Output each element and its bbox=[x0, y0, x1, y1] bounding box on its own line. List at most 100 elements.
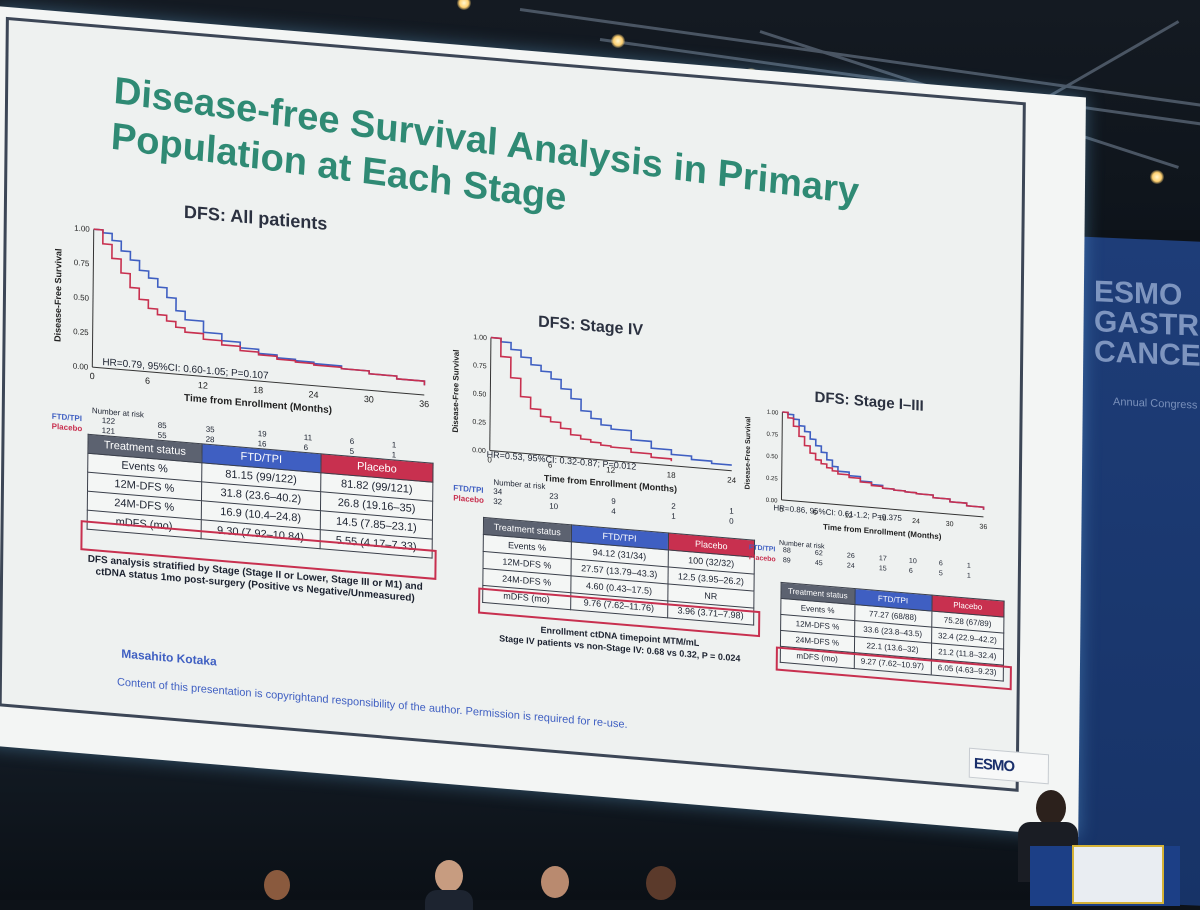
y-tick-label: 0.50 bbox=[766, 454, 778, 461]
speaker-head bbox=[1036, 790, 1066, 826]
x-tick-label: 24 bbox=[727, 475, 737, 485]
risk-value: 5 bbox=[938, 570, 943, 578]
risk-arm-label: FTD/TPI bbox=[748, 544, 776, 554]
risk-value: 0 bbox=[729, 516, 734, 526]
y-axis-label: Disease-Free Survival bbox=[451, 349, 461, 433]
y-tick-label: 0.00 bbox=[73, 361, 89, 371]
x-tick-label: 36 bbox=[979, 524, 987, 532]
x-tick-label: 18 bbox=[253, 385, 263, 396]
risk-value: 88 bbox=[782, 547, 791, 555]
y-tick-label: 0.75 bbox=[766, 432, 778, 439]
risk-value: 9 bbox=[611, 496, 616, 507]
panelist-body bbox=[425, 890, 473, 910]
risk-value: 32 bbox=[493, 496, 503, 507]
x-tick-label: 0 bbox=[90, 371, 95, 381]
x-tick-label: 30 bbox=[364, 394, 374, 405]
panelist-head bbox=[435, 860, 463, 892]
risk-value: 11 bbox=[303, 432, 313, 443]
risk-value: 6 bbox=[908, 567, 913, 575]
x-tick-label: 12 bbox=[606, 465, 616, 475]
banner-line-3: CANCER bbox=[1094, 335, 1200, 374]
risk-arm-label: Placebo bbox=[51, 421, 83, 434]
x-tick-label: 0 bbox=[487, 455, 492, 464]
km-curve-ftd bbox=[93, 228, 426, 386]
panelist-head bbox=[264, 870, 290, 900]
risk-value: 24 bbox=[846, 562, 855, 571]
risk-value: 1 bbox=[391, 450, 397, 460]
panelist-head bbox=[646, 866, 676, 900]
y-tick-label: 1.00 bbox=[74, 224, 90, 234]
spotlight bbox=[457, 0, 471, 10]
y-tick-label: 0.25 bbox=[766, 476, 778, 483]
risk-value: 19 bbox=[257, 428, 267, 439]
x-tick-label: 6 bbox=[813, 510, 817, 517]
km-curve-placebo bbox=[93, 228, 426, 386]
x-axis bbox=[489, 449, 732, 472]
y-tick-label: 1.00 bbox=[767, 410, 779, 417]
km-chart-stage13: 1.00 0.75 0.50 0.25 0.00 0 6 12 18 24 30 36 Time fro… bbox=[739, 398, 1000, 560]
y-tick-label: 0.75 bbox=[473, 362, 487, 370]
risk-value: 15 bbox=[878, 565, 887, 573]
y-axis bbox=[780, 411, 783, 500]
risk-value: 6 bbox=[349, 436, 355, 447]
x-tick-label: 6 bbox=[145, 376, 150, 386]
km-plot-stage13: 1.00 0.75 0.50 0.25 0.000 6 12 18 24 30 36 Time fro… bbox=[745, 410, 988, 542]
y-tick-label: 0.50 bbox=[73, 293, 89, 303]
esmo-logo-text: ESMO bbox=[973, 754, 1015, 775]
risk-value: 17 bbox=[878, 555, 887, 563]
risk-value: 10 bbox=[549, 501, 559, 512]
risk-value: 1 bbox=[671, 511, 676, 522]
x-axis bbox=[92, 366, 425, 396]
km-curve-placebo bbox=[490, 336, 673, 462]
risk-value: 85 bbox=[157, 420, 167, 431]
risk-arm-label: Placebo bbox=[748, 554, 776, 564]
risk-value: 1 bbox=[729, 506, 734, 516]
banner-title: ESMO GASTROI CANCER bbox=[1094, 275, 1200, 374]
risk-value: 1 bbox=[391, 440, 397, 450]
presentation-slide: Disease-free Survival Analysis in Primar… bbox=[0, 6, 1086, 837]
km-chart-stage4: 1.00 0.75 0.50 0.25 0.00 0 6 12 18 24 Time from En… bbox=[447, 324, 749, 514]
y-axis bbox=[91, 229, 95, 368]
y-tick-label: 0.00 bbox=[472, 447, 486, 455]
y-axis bbox=[489, 337, 492, 451]
banner-subtitle: Annual Congress bbox=[1113, 395, 1198, 412]
x-axis-label: Time from Enrollment (Months) bbox=[823, 522, 942, 541]
y-tick-label: 0.00 bbox=[766, 498, 778, 505]
y-axis-label: Disease-Free Survival bbox=[745, 417, 753, 490]
congress-banner: ESMO GASTROI CANCER Annual Congress bbox=[1068, 236, 1200, 907]
risk-value: 23 bbox=[549, 491, 559, 502]
y-tick-label: 0.25 bbox=[472, 419, 486, 427]
y-tick-label: 1.00 bbox=[473, 334, 487, 342]
x-tick-label: 12 bbox=[845, 512, 853, 520]
risk-value: 5 bbox=[349, 446, 355, 457]
podium-sign bbox=[1072, 845, 1164, 904]
risk-value: 62 bbox=[814, 549, 823, 558]
x-tick-label: 24 bbox=[912, 518, 920, 526]
risk-value: 45 bbox=[814, 559, 823, 568]
risk-value: 26 bbox=[846, 552, 855, 561]
risk-value: 122 bbox=[101, 415, 116, 427]
risk-value: 1 bbox=[966, 562, 971, 570]
x-tick-label: 18 bbox=[667, 470, 677, 480]
y-axis-label: Disease-Free Survival bbox=[53, 248, 64, 342]
x-tick-label: 18 bbox=[878, 515, 886, 523]
y-tick-label: 0.25 bbox=[73, 327, 89, 337]
risk-value: 10 bbox=[908, 557, 917, 566]
y-tick-label: 0.50 bbox=[473, 391, 487, 399]
km-chart-all: 1.00 0.75 0.50 0.25 0.00 0 6 12 18 24 30 36 Time fro… bbox=[50, 216, 442, 439]
risk-arm-label: Placebo bbox=[453, 493, 484, 505]
risk-value: 6 bbox=[938, 560, 943, 568]
panelist-head bbox=[541, 866, 569, 898]
x-tick-label: 30 bbox=[946, 521, 954, 529]
risk-value: 2 bbox=[671, 501, 676, 512]
km-curve-ftd bbox=[782, 411, 985, 510]
risk-value: 35 bbox=[205, 424, 215, 435]
km-curve-placebo bbox=[782, 411, 985, 510]
x-axis bbox=[781, 499, 984, 518]
spotlight bbox=[611, 34, 625, 48]
risk-value: 89 bbox=[782, 557, 791, 565]
spotlight bbox=[1150, 170, 1164, 184]
risk-value: 4 bbox=[611, 506, 616, 517]
